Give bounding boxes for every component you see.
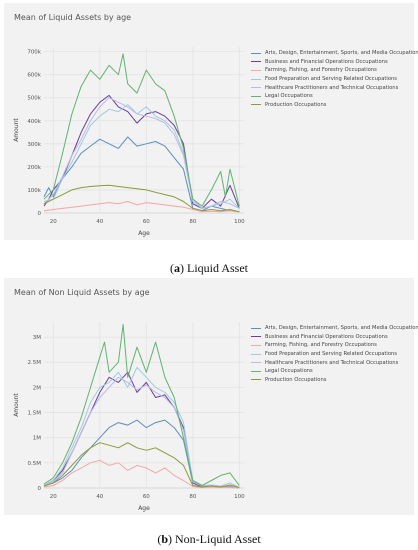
series-line-7 (43, 442, 240, 488)
series-line-6 (43, 53, 240, 207)
x-tick-label: 100 (234, 494, 245, 500)
legend-label: Arts, Design, Entertainment, Sports, and… (265, 50, 418, 57)
x-tick-label: 40 (96, 219, 103, 225)
x-tick-label: 80 (189, 219, 196, 225)
x-tick-label: 20 (50, 219, 57, 225)
legend-swatch (251, 104, 261, 106)
y-axis-label: Amount (13, 393, 20, 417)
y-tick-label: 400k (27, 119, 41, 125)
legend-item[interactable]: Production Occupations (251, 101, 418, 110)
y-tick-label: 2M (33, 385, 41, 391)
y-tick-label: 3M (33, 335, 41, 341)
legend-swatch (251, 379, 261, 381)
legend-label: Farming, Fishing, and Forestry Occupatio… (265, 342, 377, 349)
legend-item[interactable]: Food Preparation and Serving Related Occ… (251, 350, 418, 359)
legend-label: Healthcare Practitioners and Technical O… (265, 84, 399, 91)
legend-swatch (251, 344, 261, 346)
legend-label: Healthcare Practitioners and Technical O… (265, 359, 399, 366)
legend-swatch (251, 336, 261, 338)
y-tick-label: 0 (38, 211, 42, 217)
legend-label: Legal Occupations (265, 93, 313, 100)
y-tick-label: 100k (27, 188, 41, 194)
legend-item[interactable]: Arts, Design, Entertainment, Sports, and… (251, 324, 418, 333)
x-tick-label: 80 (189, 494, 196, 500)
figure-caption-b: (b) Non-Liquid Asset (157, 532, 261, 546)
y-tick-label: 600k (27, 73, 41, 79)
series-line-5 (43, 376, 240, 488)
series-line-1 (43, 419, 240, 489)
y-tick-label: 0.5M (28, 461, 42, 467)
legend-item[interactable]: Legal Occupations (251, 367, 418, 376)
liquid-assets-chart: Mean of Liquid Assets by age 0 100k 200k 30… (4, 3, 418, 240)
x-tick-label: 100 (234, 219, 245, 225)
y-axis-label: Amount (13, 118, 20, 142)
legend-label: Business and Financial Operations Occupa… (265, 58, 388, 65)
legend-item[interactable]: Farming, Fishing, and Forestry Occupatio… (251, 66, 418, 75)
legend-label: Business and Financial Operations Occupa… (265, 333, 388, 340)
legend-swatch (251, 52, 261, 54)
series-line-5 (43, 97, 240, 209)
y-tick-label: 200k (27, 165, 41, 171)
legend-swatch (251, 353, 261, 355)
liquid-assets-plot: 0 100k 200k 300k 400k 500k 600k 700k 20 40 60 80 100… (13, 47, 245, 237)
legend-swatch (251, 362, 261, 364)
legend-item[interactable]: Healthcare Practitioners and Technical O… (251, 83, 418, 92)
legend-swatch (251, 370, 261, 372)
series-line-4 (43, 366, 240, 488)
legend-item[interactable]: Healthcare Practitioners and Technical O… (251, 358, 418, 367)
legend-label: Arts, Design, Entertainment, Sports, and… (265, 325, 418, 332)
legend-item[interactable]: Production Occupations (251, 376, 418, 385)
y-tick-label: 2.5M (28, 360, 42, 366)
legend-item[interactable]: Legal Occupations (251, 92, 418, 101)
figure-caption-a: (a) Liquid Asset (169, 261, 248, 275)
series-line-2 (43, 371, 240, 489)
legend-label: Food Preparation and Serving Related Occ… (265, 76, 398, 83)
legend-label: Production Occupations (265, 376, 327, 383)
legend-item[interactable]: Food Preparation and Serving Related Occ… (251, 75, 418, 84)
y-tick-label: 0 (38, 486, 42, 492)
legend-swatch (251, 69, 261, 71)
legend-swatch (251, 95, 261, 97)
chart-legend: Arts, Design, Entertainment, Sports, and… (251, 324, 418, 384)
y-tick-label: 1.5M (28, 411, 42, 417)
y-tick-label: 500k (27, 96, 41, 102)
chart-title: Mean of Non Liquid Assets by age (14, 288, 150, 297)
series-line-7 (43, 184, 240, 213)
series-line-3 (43, 459, 240, 489)
legend-item[interactable]: Arts, Design, Entertainment, Sports, and… (251, 49, 418, 58)
y-tick-label: 1M (33, 436, 41, 442)
legend-item[interactable]: Farming, Fishing, and Forestry Occupatio… (251, 341, 418, 350)
legend-label: Farming, Fishing, and Forestry Occupatio… (265, 67, 377, 74)
x-tick-label: 20 (50, 494, 57, 500)
legend-swatch (251, 61, 261, 63)
series-line-6 (43, 324, 240, 486)
legend-swatch (251, 87, 261, 89)
legend-swatch (251, 78, 261, 80)
y-tick-label: 700k (27, 50, 41, 56)
series-line-1 (43, 136, 240, 213)
series-line-3 (43, 201, 240, 213)
x-tick-label: 60 (143, 494, 150, 500)
non-liquid-assets-plot: 0 0.5M 1M 1.5M 2M 2.5M 3M 20 40 60 80 100 Age Amount (13, 322, 245, 512)
legend-item[interactable]: Business and Financial Operations Occupa… (251, 333, 418, 342)
legend-item[interactable]: Business and Financial Operations Occupa… (251, 58, 418, 67)
legend-label: Legal Occupations (265, 368, 313, 375)
x-axis-label: Age (138, 230, 150, 237)
chart-legend: Arts, Design, Entertainment, Sports, and… (251, 49, 418, 109)
legend-label: Production Occupations (265, 101, 327, 108)
x-axis-label: Age (138, 505, 150, 512)
legend-label: Food Preparation and Serving Related Occ… (265, 351, 398, 358)
legend-swatch (251, 327, 261, 329)
non-liquid-assets-chart: Mean of Non Liquid Assets by age 0 0.5M 1M… (4, 278, 418, 515)
y-tick-label: 300k (27, 142, 41, 148)
chart-title: Mean of Liquid Assets by age (14, 13, 132, 22)
x-tick-label: 40 (96, 494, 103, 500)
x-tick-label: 60 (143, 219, 150, 225)
